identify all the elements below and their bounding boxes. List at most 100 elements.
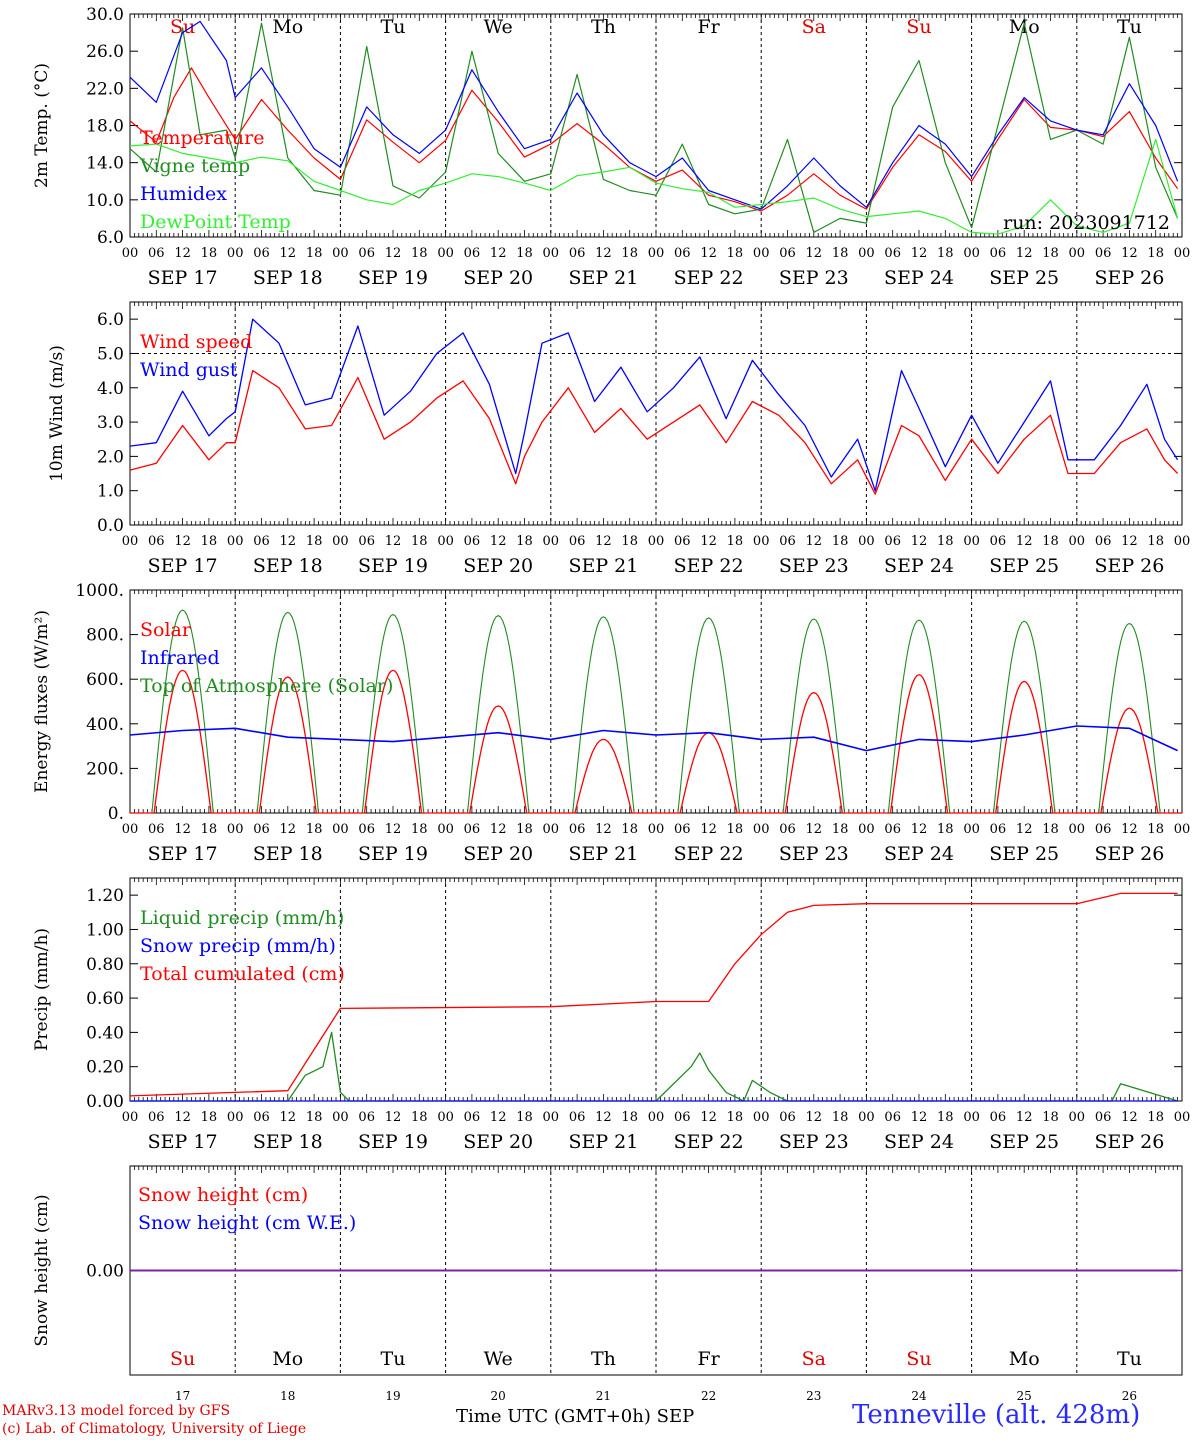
series-line bbox=[129, 369, 1179, 495]
hour-label: 00 bbox=[1069, 822, 1086, 837]
hour-label: 18 bbox=[937, 822, 954, 837]
y-tick-label: 1.0 bbox=[97, 482, 124, 502]
panel-4: 0.00 0.20 0.40 0.60 0.80 1.00 1.20 Precip (mm/h… bbox=[32, 877, 1191, 1153]
hour-label: 06 bbox=[884, 534, 901, 549]
date-label: SEP 25 bbox=[989, 843, 1059, 865]
hour-label: 12 bbox=[385, 534, 402, 549]
y-tick-label: 0.40 bbox=[86, 1023, 124, 1043]
weekday-label: Su bbox=[906, 16, 931, 38]
hour-label: 00 bbox=[1174, 246, 1191, 261]
weekday-label: Mo bbox=[1009, 1348, 1040, 1370]
hour-label: 18 bbox=[1147, 534, 1164, 549]
hour-label: 06 bbox=[884, 246, 901, 261]
lab-credit: (c) Lab. of Climatology, University of L… bbox=[2, 1421, 307, 1437]
weekday-label: We bbox=[484, 16, 513, 38]
date-label: SEP 20 bbox=[463, 267, 533, 289]
y-tick-label: 0.80 bbox=[86, 955, 124, 975]
hour-label: 06 bbox=[569, 822, 586, 837]
hour-label: 18 bbox=[937, 1110, 954, 1125]
hour-label: 06 bbox=[569, 534, 586, 549]
hour-label: 12 bbox=[1016, 1110, 1033, 1125]
y-tick-label: 1.00 bbox=[86, 920, 124, 940]
date-label: SEP 22 bbox=[674, 267, 744, 289]
y-tick-label: 0.20 bbox=[86, 1058, 124, 1078]
hour-label: 18 bbox=[306, 822, 323, 837]
hour-label: 12 bbox=[174, 1110, 191, 1125]
legend-entry: DewPoint Temp bbox=[140, 211, 291, 233]
hour-label: 06 bbox=[779, 534, 796, 549]
hour-label: 06 bbox=[148, 1110, 165, 1125]
hour-label: 12 bbox=[1121, 822, 1138, 837]
legend-entry: Total cumulated (cm) bbox=[140, 963, 345, 985]
hour-label: 12 bbox=[806, 822, 823, 837]
date-label: SEP 21 bbox=[568, 1131, 638, 1153]
hour-label: 00 bbox=[332, 534, 349, 549]
hour-label: 00 bbox=[437, 1110, 454, 1125]
hour-label: 18 bbox=[832, 822, 849, 837]
hour-label: 00 bbox=[963, 1110, 980, 1125]
day-number-label: 19 bbox=[385, 1389, 400, 1403]
hour-label: 06 bbox=[674, 1110, 691, 1125]
weekday-label: Sa bbox=[802, 16, 826, 38]
date-label: SEP 20 bbox=[463, 1131, 533, 1153]
hour-label: 12 bbox=[385, 822, 402, 837]
legend-entry: Solar bbox=[140, 619, 192, 641]
legend-entry: Temperature bbox=[140, 127, 264, 149]
hour-label: 00 bbox=[648, 534, 665, 549]
hour-label: 06 bbox=[779, 822, 796, 837]
y-tick-label: 5.0 bbox=[97, 344, 124, 364]
y-tick-label: 1000. bbox=[75, 581, 124, 601]
hour-label: 00 bbox=[1174, 1110, 1191, 1125]
y-axis-label: Precip (mm/h) bbox=[32, 928, 52, 1051]
hour-label: 00 bbox=[332, 822, 349, 837]
hour-label: 00 bbox=[543, 1110, 560, 1125]
hour-label: 18 bbox=[516, 534, 533, 549]
hour-label: 00 bbox=[858, 534, 875, 549]
day-number-label: 25 bbox=[1017, 1389, 1032, 1403]
hour-label: 12 bbox=[490, 534, 507, 549]
hour-label: 06 bbox=[464, 822, 481, 837]
day-number-label: 23 bbox=[806, 1389, 821, 1403]
hour-label: 18 bbox=[727, 534, 744, 549]
hour-label: 00 bbox=[963, 534, 980, 549]
series-line bbox=[129, 67, 1179, 212]
hour-label: 12 bbox=[174, 822, 191, 837]
hour-label: 18 bbox=[1042, 822, 1059, 837]
hour-label: 18 bbox=[727, 246, 744, 261]
hour-label: 00 bbox=[858, 246, 875, 261]
date-label: SEP 17 bbox=[148, 843, 218, 865]
panel-5: 0.00 Snow height (cm) Snow height (cm) Snow… bbox=[32, 1165, 1183, 1403]
legend-entry: Snow precip (mm/h) bbox=[140, 935, 336, 957]
hour-label: 12 bbox=[490, 822, 507, 837]
date-label: SEP 17 bbox=[148, 555, 218, 577]
hour-label: 06 bbox=[464, 246, 481, 261]
hour-label: 12 bbox=[174, 246, 191, 261]
weekday-label: Tu bbox=[381, 16, 406, 38]
hour-label: 00 bbox=[227, 1110, 244, 1125]
series-line bbox=[129, 138, 1179, 235]
hour-label: 00 bbox=[122, 534, 139, 549]
date-label: SEP 19 bbox=[358, 267, 428, 289]
hour-label: 18 bbox=[411, 246, 428, 261]
hour-label: 00 bbox=[648, 1110, 665, 1125]
hour-label: 18 bbox=[201, 822, 218, 837]
date-label: SEP 26 bbox=[1094, 555, 1164, 577]
date-label: SEP 22 bbox=[674, 555, 744, 577]
time-label: Time UTC (GMT+0h) bbox=[456, 1406, 651, 1427]
weekday-label: Su bbox=[170, 1348, 195, 1370]
day-number-label: 20 bbox=[491, 1389, 506, 1403]
hour-label: 12 bbox=[700, 822, 717, 837]
hour-label: 12 bbox=[911, 1110, 928, 1125]
hour-label: 00 bbox=[437, 534, 454, 549]
hour-label: 18 bbox=[1147, 246, 1164, 261]
y-axis-label: 2m Temp. (°C) bbox=[32, 63, 52, 188]
y-tick-label: 400. bbox=[86, 715, 124, 735]
hour-label: 06 bbox=[148, 822, 165, 837]
plot-frame bbox=[129, 589, 1183, 814]
hour-label: 00 bbox=[437, 822, 454, 837]
hour-label: 18 bbox=[306, 1110, 323, 1125]
hour-label: 18 bbox=[727, 1110, 744, 1125]
hour-label: 00 bbox=[122, 822, 139, 837]
date-label: SEP 26 bbox=[1094, 267, 1164, 289]
hour-label: 00 bbox=[753, 822, 770, 837]
